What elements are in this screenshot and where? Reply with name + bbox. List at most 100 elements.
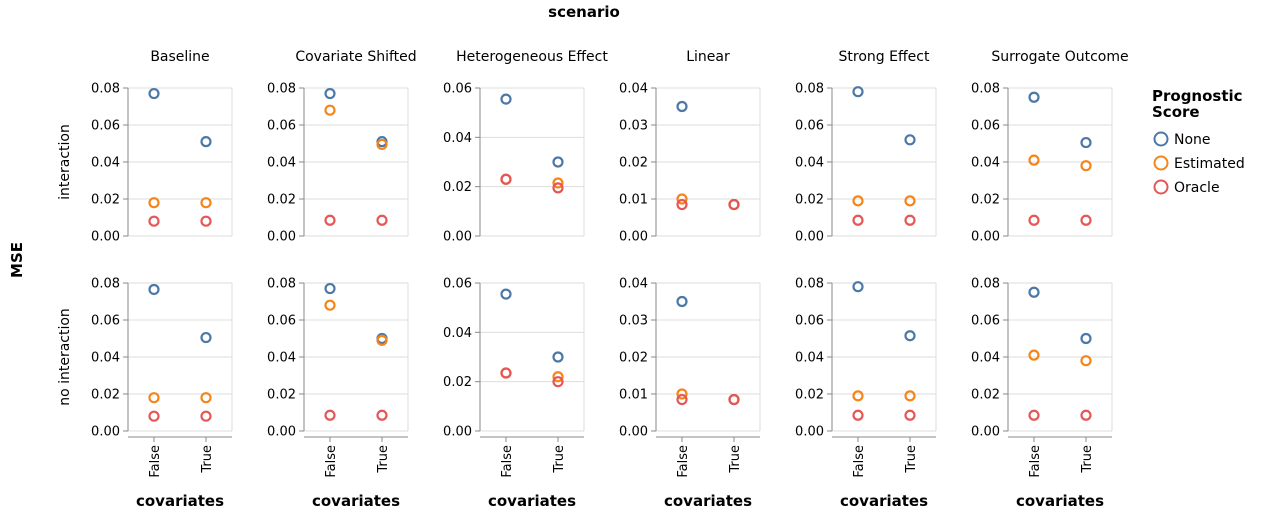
y-tick-label: 0.08: [795, 82, 824, 97]
data-point-oracle: [676, 198, 688, 211]
data-point-estimated: [676, 193, 688, 205]
y-tick-label: 0.00: [91, 230, 120, 245]
legend-label-estimated: Estimated: [1174, 156, 1245, 172]
x-tick-label: True: [376, 445, 391, 474]
y-tick-label: 0.02: [971, 388, 1000, 403]
y-tick-label: 0.00: [267, 425, 296, 440]
data-point-none: [500, 93, 512, 105]
y-tick-label: 0.06: [795, 119, 824, 134]
data-point-estimated: [148, 392, 160, 404]
data-point-estimated: [1080, 355, 1092, 367]
data-point-oracle: [376, 214, 388, 226]
y-tick-label: 0.01: [619, 388, 648, 403]
chart-title: scenario: [548, 3, 620, 21]
data-point-none: [676, 100, 688, 113]
y-tick-label: 0.04: [619, 82, 648, 97]
data-point-estimated: [552, 371, 564, 383]
y-tick-label: 0.02: [443, 180, 472, 195]
y-tick-label: 0.06: [443, 277, 472, 292]
data-point-oracle: [148, 215, 160, 227]
data-point-estimated: [904, 390, 916, 402]
row-title-2: no interaction: [57, 308, 73, 406]
y-tick-label: 0.08: [267, 277, 296, 292]
y-tick-label: 0.02: [267, 388, 296, 403]
data-point-oracle: [148, 410, 160, 422]
data-point-none: [1080, 136, 1092, 149]
y-tick-label: 0.00: [91, 425, 120, 440]
data-point-estimated: [376, 138, 388, 151]
y-tick-label: 0.04: [971, 156, 1000, 171]
y-tick-label: 0.06: [971, 314, 1000, 329]
y-tick-label: 0.06: [443, 82, 472, 97]
y-tick-label: 0.00: [619, 425, 648, 440]
data-point-oracle: [1080, 214, 1092, 226]
data-point-oracle: [852, 409, 864, 421]
y-tick-label: 0.00: [267, 230, 296, 245]
x-tick-label: True: [904, 445, 919, 474]
y-tick-label: 0.01: [619, 193, 648, 208]
y-tick-label: 0.00: [971, 425, 1000, 440]
data-point-estimated: [904, 195, 916, 207]
data-point-none: [324, 87, 336, 100]
data-point-oracle: [1028, 409, 1040, 421]
y-tick-label: 0.08: [91, 82, 120, 97]
data-point-none: [852, 86, 864, 98]
x-axis-title: covariates: [664, 492, 752, 510]
data-point-oracle: [500, 173, 512, 185]
y-tick-label: 0.04: [267, 351, 296, 366]
y-tick-label: 0.03: [619, 314, 648, 329]
x-tick-label: True: [728, 445, 743, 474]
x-tick-label: False: [676, 445, 691, 478]
data-point-estimated: [200, 392, 212, 404]
panel-title-1: Baseline: [150, 49, 209, 65]
data-point-estimated: [148, 197, 160, 209]
panel-title-5: Strong Effect: [839, 49, 930, 65]
y-tick-label: 0.04: [91, 156, 120, 171]
data-point-oracle: [552, 182, 564, 194]
data-point-none: [904, 330, 916, 342]
y-tick-label: 0.06: [267, 314, 296, 329]
legend-symbol-oracle: [1153, 179, 1169, 195]
y-tick-label: 0.02: [795, 193, 824, 208]
y-tick-label: 0.04: [619, 277, 648, 292]
data-point-oracle: [852, 214, 864, 226]
panel-title-4: Linear: [686, 49, 730, 65]
data-point-estimated: [676, 388, 688, 400]
data-point-none: [552, 156, 564, 168]
data-point-oracle: [676, 393, 688, 406]
y-tick-label: 0.06: [91, 119, 120, 134]
panel-title-2: Covariate Shifted: [295, 49, 416, 65]
data-point-none: [148, 87, 160, 100]
data-point-none: [1080, 332, 1092, 345]
y-tick-label: 0.04: [795, 351, 824, 366]
data-point-oracle: [324, 409, 336, 421]
data-point-oracle: [728, 198, 740, 211]
legend-symbol-estimated: [1153, 155, 1169, 171]
data-point-estimated: [552, 177, 564, 189]
x-tick-label: False: [852, 445, 867, 478]
y-tick-label: 0.04: [795, 156, 824, 171]
data-point-oracle: [1028, 214, 1040, 226]
y-axis-title: MSE: [8, 242, 26, 278]
y-tick-label: 0.00: [795, 425, 824, 440]
data-point-oracle: [904, 214, 916, 226]
data-point-estimated: [1028, 154, 1040, 166]
panel-title-6: Surrogate Outcome: [991, 49, 1128, 65]
x-axis-title: covariates: [312, 492, 400, 510]
y-tick-label: 0.00: [795, 230, 824, 245]
x-tick-label: False: [500, 445, 515, 478]
data-point-none: [852, 281, 864, 293]
data-point-estimated: [376, 334, 388, 346]
x-tick-label: True: [552, 445, 567, 474]
data-point-none: [676, 295, 688, 308]
x-tick-label: False: [148, 445, 163, 478]
data-point-none: [904, 134, 916, 146]
data-point-estimated: [1028, 349, 1040, 361]
y-tick-label: 0.04: [971, 351, 1000, 366]
y-tick-label: 0.00: [443, 230, 472, 245]
data-point-estimated: [852, 390, 864, 402]
data-point-none: [324, 282, 336, 295]
y-tick-label: 0.06: [91, 314, 120, 329]
